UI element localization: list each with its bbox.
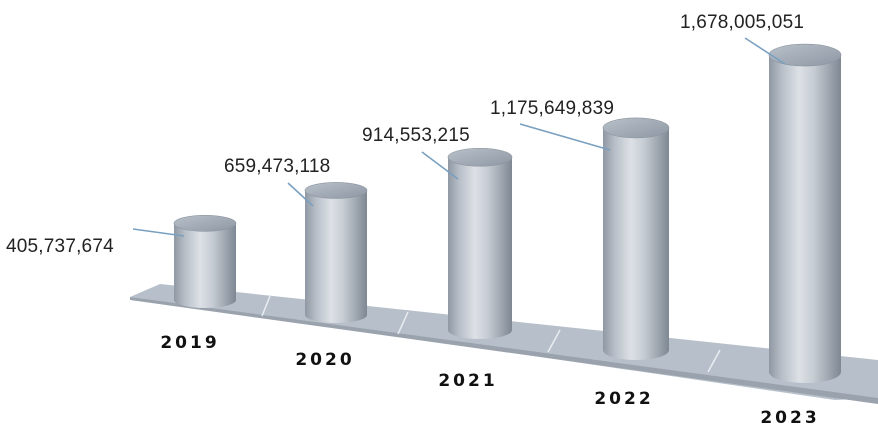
- bar-top-cap: [602, 117, 670, 139]
- labels-layer: 405,737,674 2019 659,473,118 2020 914,553,21…: [6, 12, 819, 428]
- value-label: 405,737,674: [6, 236, 114, 257]
- value-label: 914,553,215: [362, 125, 470, 146]
- bar-body: [305, 190, 367, 323]
- floor-divider: [397, 311, 409, 335]
- floor-divider: [707, 349, 721, 373]
- bar-body: [769, 55, 841, 384]
- category-label: 2019: [160, 333, 219, 353]
- category-label: 2020: [295, 350, 354, 370]
- category-label: 2022: [594, 389, 653, 409]
- leader-line: [287, 182, 314, 207]
- bar-2020: [304, 182, 368, 323]
- bar-top-cap: [447, 147, 513, 167]
- bar-2021: [447, 147, 513, 339]
- value-label: 659,473,118: [224, 156, 330, 177]
- category-label: 2023: [760, 408, 819, 428]
- bar-2019: [173, 215, 237, 308]
- bar-body: [603, 127, 669, 361]
- bar-top-cap: [768, 43, 842, 67]
- bar-2022: [602, 117, 670, 361]
- leader-line: [519, 123, 611, 151]
- category-label: 2021: [438, 371, 497, 391]
- bar-body: [448, 157, 512, 339]
- bars-layer: [173, 43, 842, 384]
- leader-line: [132, 228, 185, 237]
- leader-line: [744, 37, 786, 65]
- bar-body: [174, 223, 236, 308]
- leader-line: [421, 151, 459, 180]
- floor-divider: [261, 295, 271, 317]
- bar-top-cap: [173, 215, 237, 232]
- value-label: 1,175,649,839: [490, 98, 614, 119]
- bar-2023: [768, 43, 842, 384]
- bar-top-cap: [304, 182, 368, 199]
- floor-divider: [547, 329, 561, 353]
- value-label: 1,678,005,051: [680, 12, 804, 33]
- floor-edge: [130, 297, 878, 404]
